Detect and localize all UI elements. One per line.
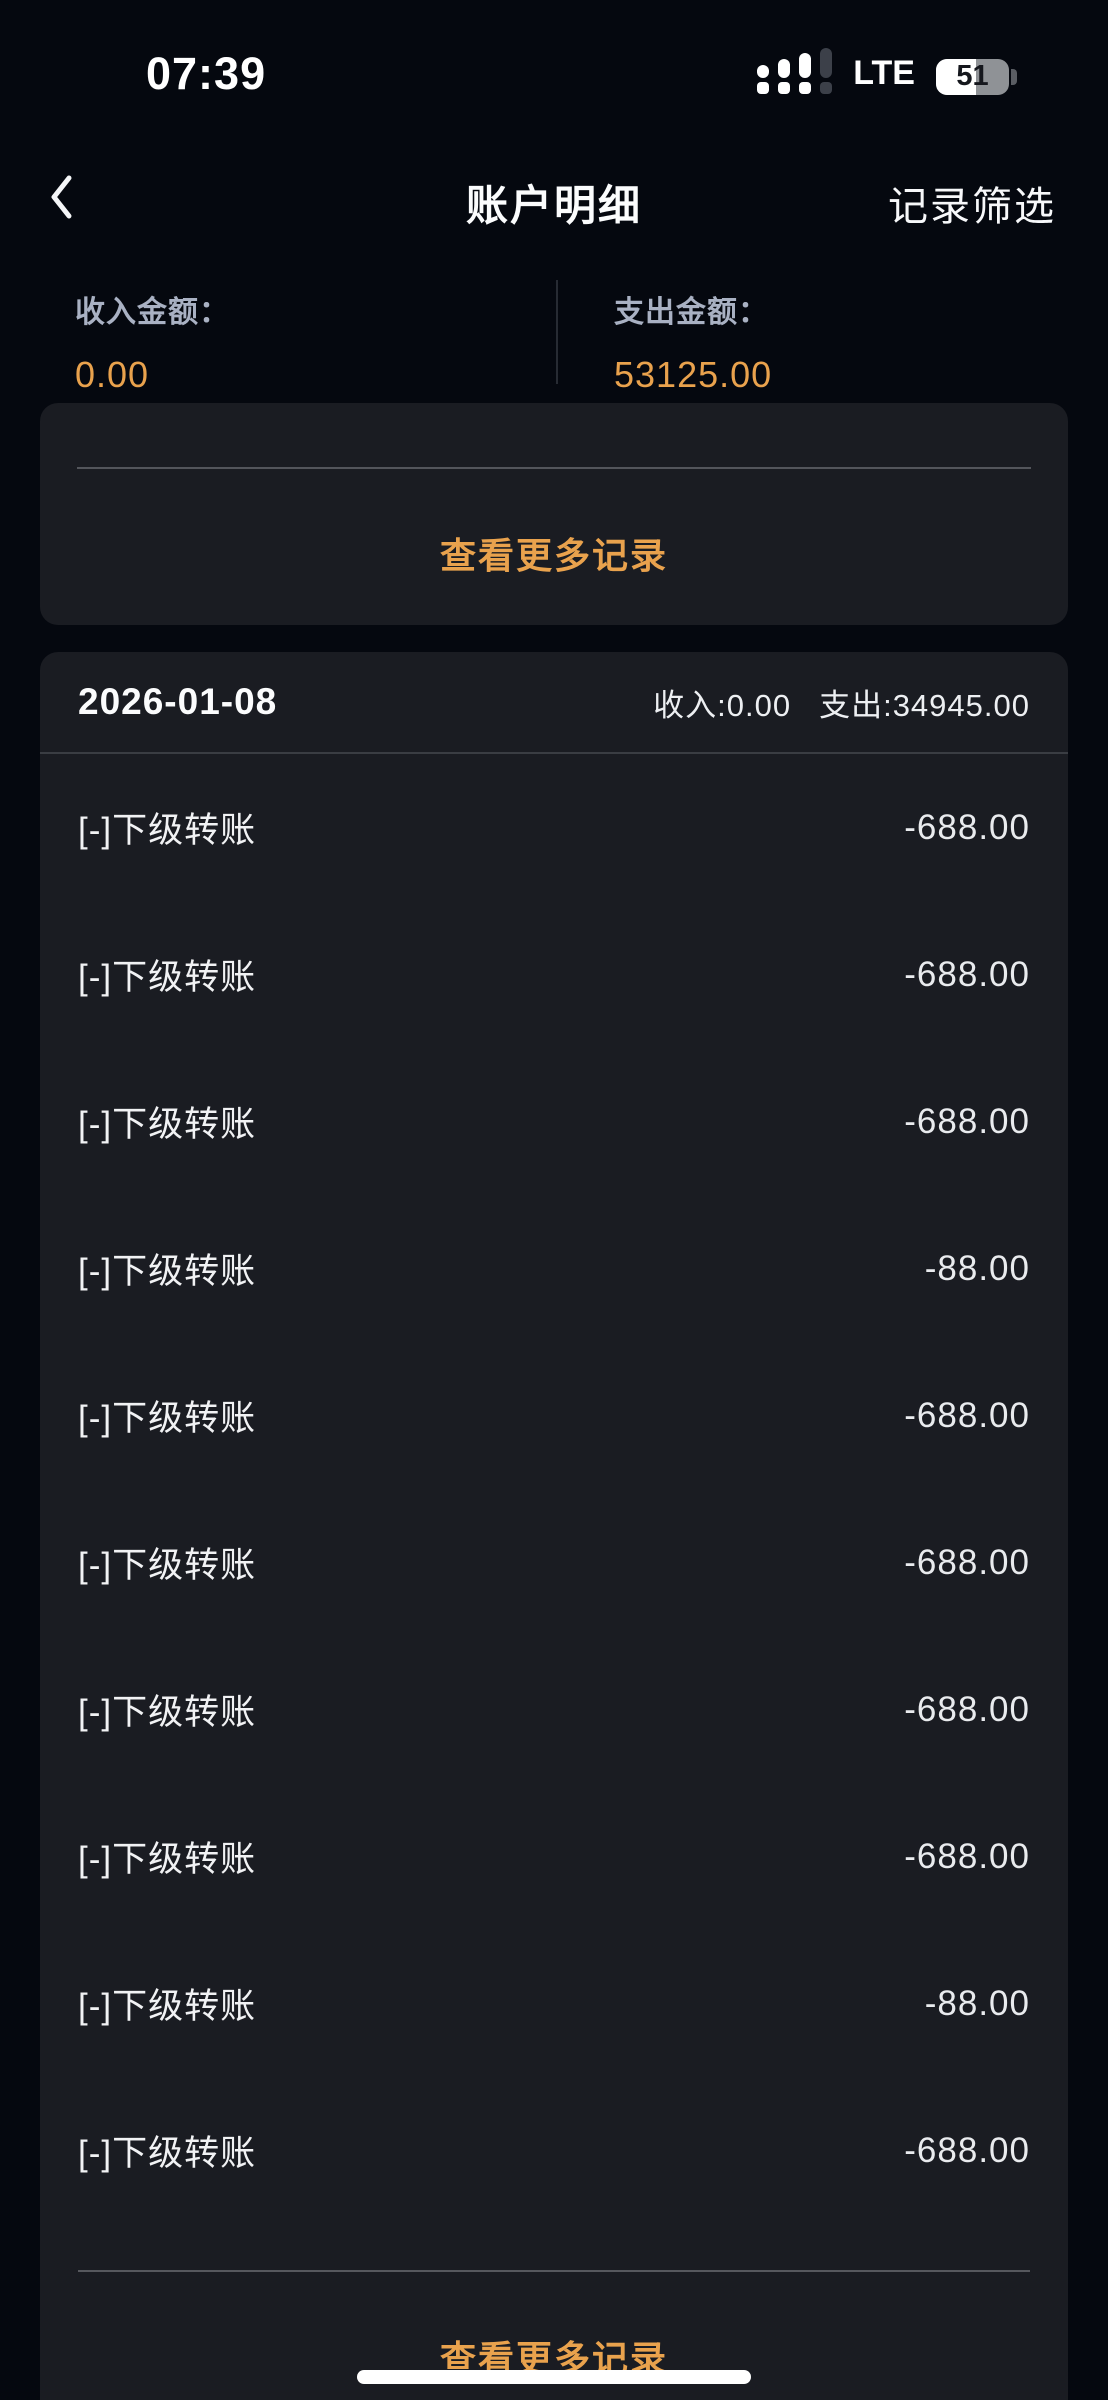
group-expense-text: 支出:34945.00 (819, 687, 1030, 723)
header-divider (40, 752, 1068, 754)
date-group-card: 2026-01-08 收入:0.00 支出:34945.00 [-]下级转账 -… (40, 652, 1068, 2400)
nav-header: 账户明细 记录筛选 (0, 158, 1108, 236)
income-summary: 收入金额： 0.00 (75, 287, 230, 396)
card-divider (77, 467, 1031, 469)
income-label: 收入金额： (75, 296, 230, 329)
transaction-label: [-]下级转账 (78, 1105, 257, 1144)
cellular-signal-icon (757, 48, 833, 96)
battery-percent: 51 (956, 59, 989, 92)
transaction-amount: -688.00 (904, 1395, 1030, 1435)
date-label: 2026-01-08 (78, 681, 278, 722)
transaction-amount: -688.00 (904, 1101, 1030, 1141)
battery-fill (936, 59, 977, 95)
summary-divider (556, 280, 558, 384)
transaction-amount: -88.00 (924, 1983, 1030, 2023)
transaction-amount: -688.00 (904, 1542, 1030, 1582)
transaction-row[interactable]: [-]下级转账 -88.00 (40, 1930, 1068, 2077)
transaction-amount: -688.00 (904, 807, 1030, 847)
transaction-label: [-]下级转账 (78, 1840, 257, 1879)
transaction-amount: -88.00 (924, 1248, 1030, 1288)
transaction-row[interactable]: [-]下级转账 -688.00 (40, 754, 1068, 901)
status-icons: LTE 51 (757, 48, 1017, 96)
signal-bar (757, 65, 770, 94)
transaction-row[interactable]: [-]下级转账 -88.00 (40, 1195, 1068, 1342)
transaction-row[interactable]: [-]下级转账 -688.00 (40, 1783, 1068, 1930)
transaction-amount: -688.00 (904, 1689, 1030, 1729)
battery-icon: 51 (936, 59, 1017, 96)
expense-value: 53125.00 (614, 354, 773, 395)
transaction-label: [-]下级转账 (78, 1987, 257, 2026)
signal-bar-dim (820, 48, 833, 94)
home-indicator[interactable] (357, 2370, 751, 2384)
transaction-row[interactable]: [-]下级转账 -688.00 (40, 901, 1068, 1048)
transaction-amount: -688.00 (904, 1836, 1030, 1876)
summary-totals: 收入金额： 0.00 支出金额： 53125.00 (0, 280, 1108, 395)
transaction-amount: -688.00 (904, 954, 1030, 994)
transaction-amount: -688.00 (904, 2130, 1030, 2170)
transaction-row[interactable]: [-]下级转账 -688.00 (40, 2077, 1068, 2224)
back-button[interactable] (30, 162, 90, 232)
transaction-row[interactable]: [-]下级转账 -688.00 (40, 1342, 1068, 1489)
battery-cap (1011, 69, 1017, 85)
transaction-list: [-]下级转账 -688.00 [-]下级转账 -688.00 [-]下级转账 … (40, 754, 1068, 2224)
expense-summary: 支出金额： 53125.00 (614, 287, 772, 396)
transaction-label: [-]下级转账 (78, 958, 257, 997)
transaction-label: [-]下级转账 (78, 2134, 257, 2173)
status-time: 07:39 (146, 48, 267, 99)
transaction-label: [-]下级转账 (78, 811, 257, 850)
load-more-button[interactable]: 查看更多记录 (40, 527, 1068, 579)
transaction-label: [-]下级转账 (78, 1252, 257, 1291)
signal-bar (778, 59, 791, 94)
transaction-label: [-]下级转账 (78, 1693, 257, 1732)
income-value: 0.00 (75, 354, 150, 395)
transaction-row[interactable]: [-]下级转账 -688.00 (40, 1048, 1068, 1195)
chevron-left-icon (51, 175, 72, 219)
transaction-label: [-]下级转账 (78, 1399, 257, 1438)
transaction-row[interactable]: [-]下级转账 -688.00 (40, 1489, 1068, 1636)
date-group-totals: 收入:0.00 支出:34945.00 (653, 680, 1030, 725)
network-type-label: LTE (853, 54, 915, 92)
group-income-text: 收入:0.00 (653, 687, 792, 723)
load-more-button[interactable]: 查看更多记录 (40, 2272, 1068, 2382)
filter-records-link[interactable]: 记录筛选 (888, 185, 1056, 229)
transaction-row[interactable]: [-]下级转账 -688.00 (40, 1636, 1068, 1783)
expense-label: 支出金额： (614, 296, 769, 329)
transaction-label: [-]下级转账 (78, 1546, 257, 1585)
signal-bar (799, 53, 812, 94)
date-group-header: 2026-01-08 收入:0.00 支出:34945.00 (40, 652, 1068, 752)
page-title: 账户明细 (465, 182, 642, 229)
card-divider (78, 2270, 1030, 2272)
previous-group-card: 查看更多记录 (40, 403, 1068, 625)
